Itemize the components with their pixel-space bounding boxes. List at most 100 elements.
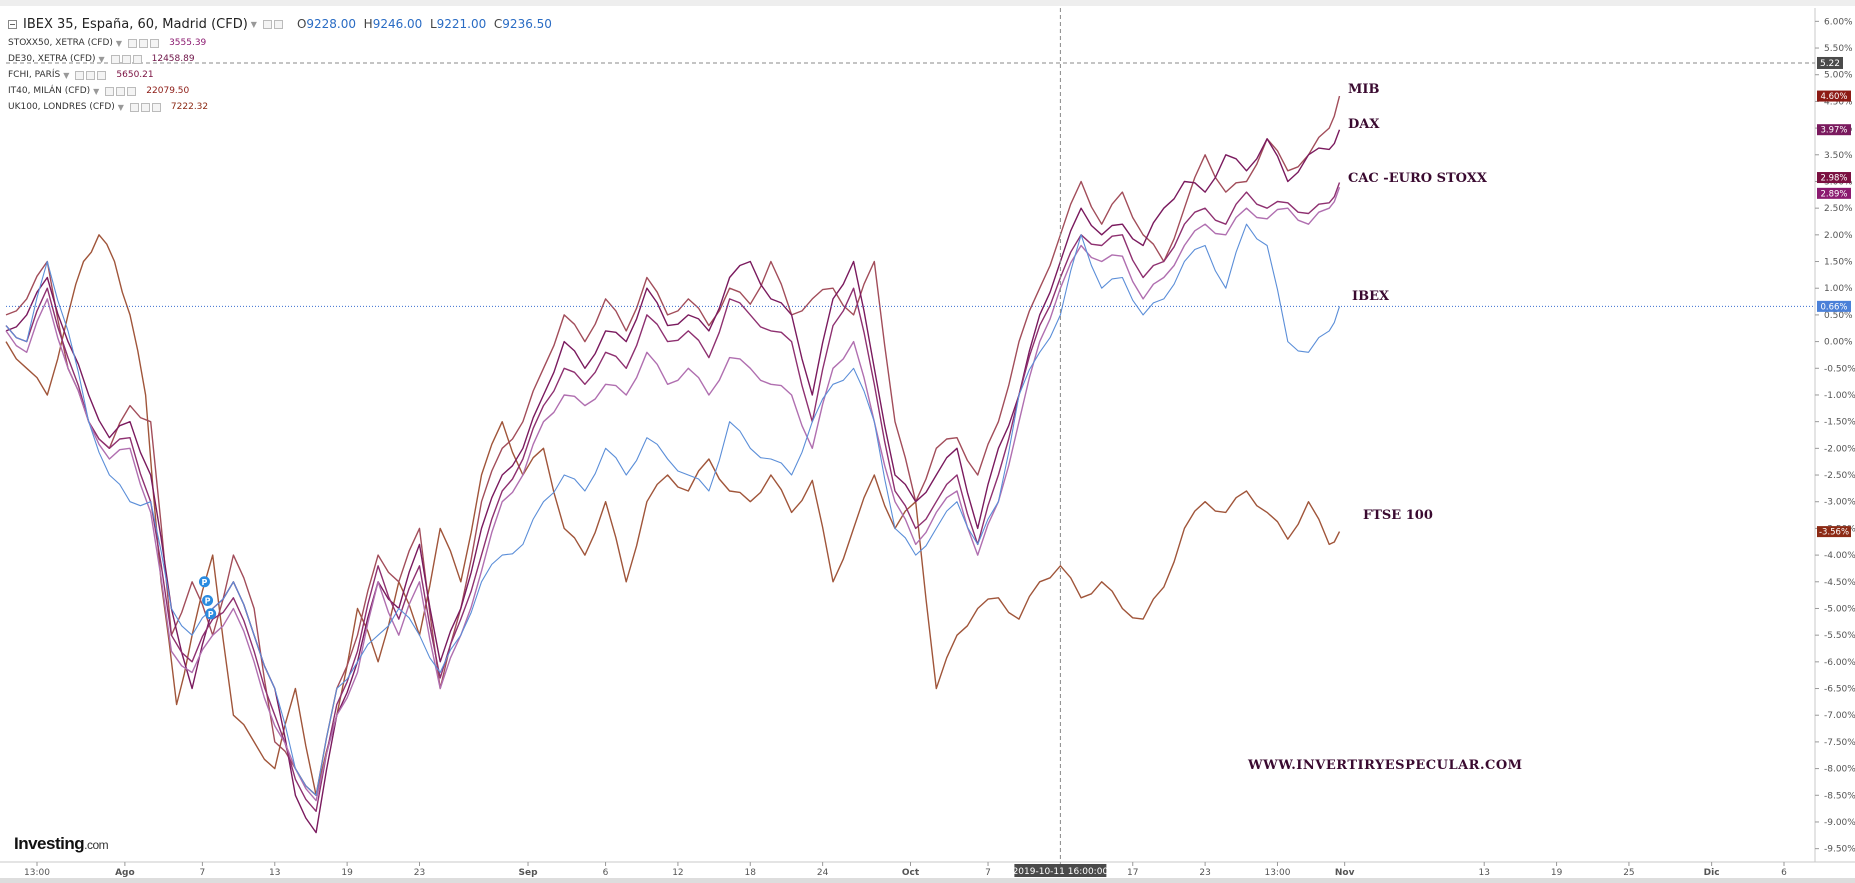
last-value-label-stoxx50: 2.89% — [1820, 189, 1847, 199]
hide-icon[interactable] — [121, 54, 131, 64]
y-tick-label: 6.00% — [1824, 17, 1853, 27]
x-tick-label: 24 — [817, 868, 829, 878]
last-value-labels: -3.56% 4.60% 3.97% 2.98% 2.89% 0.66% — [1817, 90, 1851, 538]
legend-value: 7222.32 — [170, 102, 209, 112]
legend-item-fchi[interactable]: FCHI, PARÍS ▼ 5650.21 — [8, 70, 154, 80]
y-tick-label: 4.50% — [1824, 97, 1853, 107]
legend-item-uk100[interactable]: UK100, LONDRES (CFD) ▼ 7222.32 — [8, 102, 209, 112]
hide-icon[interactable] — [140, 102, 150, 112]
y-tick-label: 1.00% — [1824, 284, 1853, 294]
last-value-box-dax — [1817, 124, 1851, 136]
chevron-down-icon[interactable]: ▼ — [117, 102, 124, 112]
chevron-down-icon[interactable]: ▼ — [93, 86, 100, 96]
hide-icon[interactable] — [116, 86, 126, 96]
last-value-label-ftse: -3.56% — [1819, 528, 1849, 538]
x-tick-label: Oct — [902, 868, 920, 878]
y-tick-label: -7.00% — [1824, 711, 1855, 721]
x-tick-label: 6 — [603, 868, 609, 878]
collapse-icon[interactable] — [8, 19, 17, 29]
series-line-ftse — [5, 234, 1341, 796]
y-tick-label: -4.00% — [1824, 551, 1855, 561]
y-tick-label: 2.00% — [1824, 231, 1853, 241]
hide-icon[interactable] — [139, 38, 149, 48]
y-tick-label: 0.50% — [1824, 311, 1853, 321]
x-tick-label: 19 — [1551, 868, 1563, 878]
x-tick-label: 7 — [200, 868, 206, 878]
y-tick-label: 0.00% — [1824, 338, 1853, 348]
close-icon[interactable] — [150, 38, 160, 48]
series-line-cac — [5, 182, 1341, 812]
series-line-mib — [5, 95, 1341, 796]
x-tick-label: Dic — [1704, 868, 1720, 878]
top-toolbar — [0, 0, 1855, 6]
y-tick-label: 3.50% — [1824, 151, 1853, 161]
legend-main[interactable]: IBEX 35, España, 60, Madrid (CFD) ▼ O922… — [8, 13, 552, 35]
close-icon[interactable] — [127, 86, 137, 96]
y-tick-label: -1.00% — [1824, 391, 1855, 401]
annotation-dax: DAX — [1348, 117, 1380, 132]
close-icon[interactable] — [151, 102, 161, 112]
last-value-label-mib: 4.60% — [1820, 92, 1847, 102]
scrollbar[interactable] — [0, 878, 1855, 883]
chevron-down-icon[interactable]: ▼ — [63, 70, 70, 80]
x-tick-label: 7 — [985, 868, 991, 878]
investing-logo: Investing.com — [14, 834, 109, 853]
y-tick-label: -9.00% — [1824, 818, 1855, 828]
y-tick-label: -4.50% — [1824, 578, 1855, 588]
last-value-box-ftse — [1817, 526, 1851, 538]
legend-item-stoxx50[interactable]: STOXX50, XETRA (CFD) ▼ 3555.39 — [8, 38, 207, 48]
event-marker-icon[interactable] — [205, 608, 217, 620]
legend-value: 22079.50 — [146, 86, 190, 96]
last-value-label-ibex: 0.66% — [1820, 302, 1847, 312]
crosshair-y-box — [1817, 56, 1843, 69]
y-tick-label: 2.50% — [1824, 204, 1853, 214]
legend-item-de30[interactable]: DE30, XETRA (CFD) ▼ 12458.89 — [8, 54, 195, 64]
last-value-label-dax: 3.97% — [1820, 126, 1847, 136]
crosshair-x-box — [1014, 864, 1107, 877]
annotation-ftse: FTSE 100 — [1363, 508, 1433, 523]
close-icon[interactable] — [97, 70, 107, 80]
event-marker-label: P — [205, 596, 211, 605]
settings-icon[interactable] — [110, 54, 120, 64]
y-tick-label: -1.50% — [1824, 418, 1855, 428]
hide-icon[interactable] — [273, 19, 283, 29]
y-tick-label: -6.50% — [1824, 685, 1855, 695]
event-marker-label: P — [202, 578, 208, 587]
legend-item-it40[interactable]: IT40, MILÁN (CFD) ▼ 22079.50 — [8, 86, 190, 96]
series-line-stoxx50 — [5, 187, 1341, 802]
annotation-website: WWW.INVERTIRYESPECULAR.COM — [1248, 758, 1523, 773]
settings-icon[interactable] — [105, 86, 115, 96]
event-markers[interactable]: PPP — [198, 576, 217, 620]
y-tick-label: -2.50% — [1824, 471, 1855, 481]
x-tick-label: 23 — [414, 868, 425, 878]
event-marker-icon[interactable] — [198, 576, 210, 588]
close-icon[interactable] — [132, 54, 142, 64]
settings-icon[interactable] — [129, 102, 139, 112]
event-marker-icon[interactable] — [202, 594, 214, 606]
last-value-box-stoxx50 — [1817, 187, 1851, 199]
annotation-cac: CAC -EURO STOXX — [1348, 171, 1487, 186]
chevron-down-icon[interactable]: ▼ — [115, 38, 123, 48]
settings-icon[interactable] — [75, 70, 85, 80]
chevron-down-icon[interactable]: ▼ — [98, 54, 105, 64]
crosshair: 2019-10-11 16:00:00 5.22 — [6, 8, 1843, 877]
chevron-down-icon[interactable]: ▼ — [250, 19, 257, 29]
y-tick-label: -2.00% — [1824, 444, 1855, 454]
settings-icon[interactable] — [128, 38, 138, 48]
x-tick-label: 12 — [672, 868, 683, 878]
legend-value: 12458.89 — [151, 54, 195, 64]
x-tick-label: 19 — [341, 868, 353, 878]
x-tick-label: 13:00 — [24, 868, 50, 878]
annotation-ibex: IBEX — [1352, 289, 1390, 304]
ohlc-values: O9228.00 H9246.00 L9221.00 C9236.50 — [296, 17, 552, 31]
y-tick-label: -5.00% — [1824, 604, 1855, 614]
settings-icon[interactable] — [262, 19, 272, 29]
x-tick-label: Sep — [519, 868, 539, 878]
y-tick-label: 5.50% — [1824, 44, 1853, 54]
hide-icon[interactable] — [86, 70, 96, 80]
y-tick-label: 5.00% — [1824, 71, 1853, 81]
y-tick-label: -5.50% — [1824, 631, 1855, 641]
y-tick-label: -8.00% — [1824, 765, 1855, 775]
